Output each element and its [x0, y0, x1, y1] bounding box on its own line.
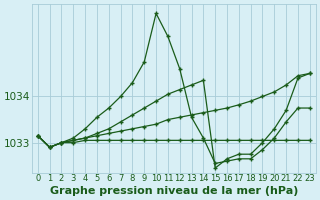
X-axis label: Graphe pression niveau de la mer (hPa): Graphe pression niveau de la mer (hPa) — [50, 186, 298, 196]
